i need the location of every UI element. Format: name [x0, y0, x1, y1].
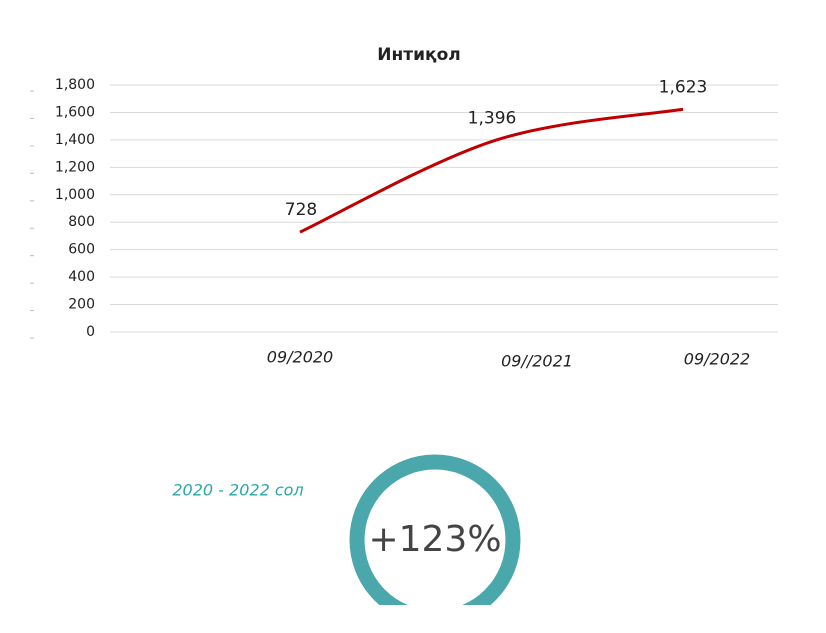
- y-tick-label: 800: [68, 214, 95, 230]
- y-tick-label: 1,400: [55, 132, 95, 148]
- y-tick-label: 200: [68, 297, 95, 313]
- y-tick-label: 1,800: [55, 77, 95, 93]
- badge-ring: [349, 454, 521, 605]
- data-label: 728: [285, 200, 317, 220]
- y-tick-label: 0: [86, 324, 95, 340]
- badge: [349, 454, 521, 605]
- data-line: [299, 107, 684, 234]
- x-tick-label: 09/2022: [684, 350, 750, 369]
- badge-caption: 2020 - 2022 сол: [172, 481, 303, 500]
- chart-title: Интиқол: [377, 45, 460, 65]
- data-label: 1,396: [468, 108, 517, 128]
- y-tick-label: 1,000: [55, 187, 95, 203]
- data-label: 1,623: [659, 77, 708, 97]
- y-tick-label: 1,200: [55, 159, 95, 175]
- x-tick-label: 09//2021: [501, 352, 573, 371]
- y-tick-label: 1,600: [55, 104, 95, 120]
- x-tick-label: 09/2020: [267, 348, 333, 367]
- badge-value: +123%: [368, 519, 501, 560]
- y-tick-label: 600: [68, 242, 95, 258]
- y-tick-label: 400: [68, 269, 95, 285]
